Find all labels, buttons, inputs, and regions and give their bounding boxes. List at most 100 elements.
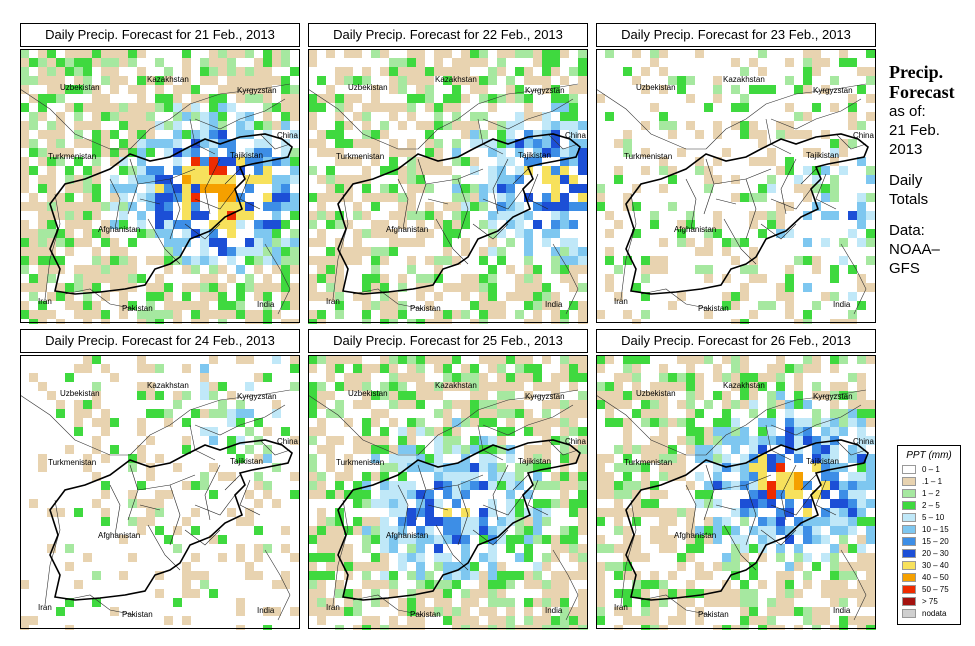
precip-cell xyxy=(65,625,74,630)
precip-cell xyxy=(650,58,659,67)
precip-cell xyxy=(434,544,443,553)
precip-cell xyxy=(236,310,245,319)
precip-cell xyxy=(164,283,173,292)
precip-cell xyxy=(785,571,794,580)
precip-cell xyxy=(344,94,353,103)
precip-cell xyxy=(353,202,362,211)
precip-cell xyxy=(56,229,65,238)
precip-cell xyxy=(704,526,713,535)
precip-cell xyxy=(380,121,389,130)
afghanistan-outline xyxy=(625,439,869,601)
precip-cell xyxy=(803,418,812,427)
precip-cell xyxy=(650,382,659,391)
precip-cell xyxy=(191,526,200,535)
precip-cell xyxy=(326,355,335,364)
precip-cell xyxy=(92,418,101,427)
precip-cell xyxy=(497,256,506,265)
precip-cell xyxy=(281,94,290,103)
precip-cell xyxy=(569,148,578,157)
precip-cell xyxy=(623,589,632,598)
label-china: China xyxy=(853,437,874,446)
precip-cell xyxy=(479,535,488,544)
precip-cell xyxy=(191,157,200,166)
precip-cell xyxy=(272,310,281,319)
precip-cell xyxy=(848,499,857,508)
precip-cell xyxy=(281,265,290,274)
precip-cell xyxy=(227,391,236,400)
precip-cell xyxy=(308,211,317,220)
precip-cell xyxy=(578,265,587,274)
precip-cell xyxy=(695,499,704,508)
precip-cell xyxy=(614,481,623,490)
precip-cell xyxy=(65,292,74,301)
precip-cell xyxy=(713,589,722,598)
precip-cell xyxy=(596,193,605,202)
precip-cell xyxy=(551,175,560,184)
precip-cell xyxy=(857,517,866,526)
precip-cell xyxy=(623,598,632,607)
precip-cell xyxy=(335,625,344,630)
precip-cell xyxy=(569,382,578,391)
precip-cell xyxy=(524,301,533,310)
precip-cell xyxy=(92,355,101,364)
precip-cell xyxy=(866,562,875,571)
precip-cell xyxy=(47,238,56,247)
precip-cell xyxy=(533,481,542,490)
precip-cell xyxy=(776,607,785,616)
precip-cell xyxy=(839,562,848,571)
precip-cell xyxy=(443,76,452,85)
label-kazakhstan: Kazakhstan xyxy=(723,75,765,84)
precip-cell xyxy=(272,76,281,85)
precip-cell xyxy=(155,229,164,238)
precip-cell xyxy=(335,130,344,139)
panel-title: Daily Precip. Forecast for 23 Feb., 2013 xyxy=(596,23,876,47)
precip-cell xyxy=(155,292,164,301)
precip-cell xyxy=(281,283,290,292)
precip-cell xyxy=(848,445,857,454)
precip-cell xyxy=(677,553,686,562)
precip-cell xyxy=(731,562,740,571)
precip-cell xyxy=(272,247,281,256)
label-kyrgyzstan: Kyrgyzstan xyxy=(237,392,277,401)
precip-cell xyxy=(515,463,524,472)
precip-cell xyxy=(245,427,254,436)
precip-cell xyxy=(803,364,812,373)
precip-cell xyxy=(650,625,659,630)
precip-cell xyxy=(812,526,821,535)
precip-cell xyxy=(182,364,191,373)
precip-cell xyxy=(839,238,848,247)
precip-cell xyxy=(605,283,614,292)
precip-cell xyxy=(578,301,587,310)
data-label: Data: xyxy=(889,222,925,239)
precip-cell xyxy=(713,463,722,472)
precip-cell xyxy=(533,319,542,324)
precip-cell xyxy=(398,454,407,463)
precip-cell xyxy=(740,193,749,202)
precip-cell xyxy=(731,535,740,544)
precip-cell xyxy=(677,616,686,625)
precip-cell xyxy=(488,418,497,427)
precip-cell xyxy=(497,382,506,391)
precip-cell xyxy=(308,427,317,436)
precip-cell xyxy=(452,148,461,157)
precip-cell xyxy=(389,508,398,517)
precip-cell xyxy=(713,94,722,103)
precip-cell xyxy=(191,112,200,121)
precip-cell xyxy=(389,454,398,463)
precip-cell xyxy=(677,607,686,616)
precip-cell xyxy=(371,454,380,463)
precip-cell xyxy=(236,553,245,562)
precip-cell xyxy=(560,454,569,463)
precip-cell xyxy=(614,445,623,454)
precip-cell xyxy=(380,49,389,58)
precip-cell xyxy=(686,373,695,382)
precip-cell xyxy=(119,265,128,274)
precip-cell xyxy=(173,463,182,472)
precip-cell xyxy=(866,436,875,445)
precip-cell xyxy=(272,202,281,211)
precip-cell xyxy=(605,355,614,364)
precip-cell xyxy=(182,562,191,571)
precip-cell xyxy=(578,409,587,418)
precip-cell xyxy=(335,292,344,301)
